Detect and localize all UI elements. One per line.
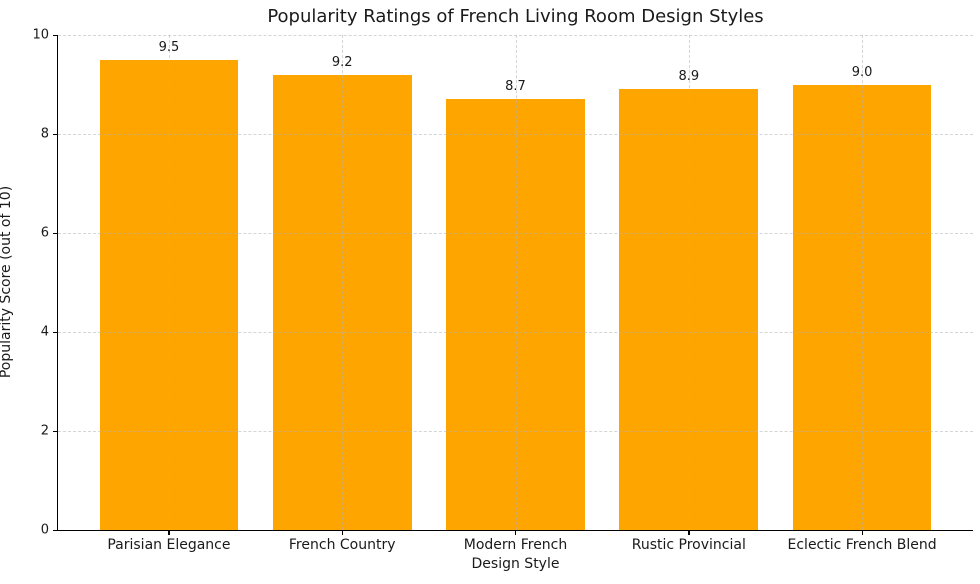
vertical-gridline xyxy=(862,35,864,530)
plot-area: 0 2 4 6 8 10 Parisian Elegance 9.5 French Countr… xyxy=(32,28,973,553)
x-tick-mark xyxy=(688,531,690,535)
x-tick-label: French Country xyxy=(288,537,396,553)
vertical-gridline xyxy=(515,35,517,530)
y-tick-mark xyxy=(53,529,57,531)
bar-value-label: 8.7 xyxy=(505,79,526,95)
y-tick-label: 4 xyxy=(40,324,49,340)
bar-value-label: 8.9 xyxy=(678,69,700,85)
y-tick-mark xyxy=(53,133,57,135)
y-tick-label: 6 xyxy=(40,225,49,241)
vertical-gridline xyxy=(168,35,170,530)
x-tick-mark xyxy=(168,531,170,535)
y-tick-label: 2 xyxy=(40,423,49,439)
y-tick-mark xyxy=(53,232,57,234)
bar-value-label: 9.2 xyxy=(331,54,353,70)
y-axis-spine xyxy=(57,35,59,530)
bar-value-label: 9.5 xyxy=(158,39,180,55)
x-axis-spine xyxy=(57,529,973,531)
bar-parisian-elegance xyxy=(99,59,239,530)
vertical-gridline xyxy=(688,35,690,530)
y-tick-mark xyxy=(53,430,57,432)
y-axis-label: Popularity Score (out of 10) xyxy=(0,185,14,379)
x-tick-label: Modern French xyxy=(463,537,568,553)
bar-modern-french xyxy=(446,99,585,530)
x-tick-mark xyxy=(861,531,863,535)
y-tick-label: 0 xyxy=(40,522,49,538)
y-tick-mark xyxy=(53,34,57,36)
bar-french-country xyxy=(272,74,412,530)
y-tick-mark xyxy=(53,331,57,333)
x-tick-label: Parisian Elegance xyxy=(107,537,231,553)
y-tick-label: 10 xyxy=(32,27,49,43)
bar-value-label: 9.0 xyxy=(851,64,873,80)
x-tick-label: Rustic Provincial xyxy=(631,537,746,553)
chart-title: Popularity Ratings of French Living Room… xyxy=(267,6,764,27)
x-axis-label: Design Style xyxy=(471,556,560,572)
x-tick-mark xyxy=(341,531,343,535)
x-tick-label: Eclectic French Blend xyxy=(787,537,937,553)
x-tick-mark xyxy=(515,531,517,535)
vertical-gridline xyxy=(342,35,344,530)
y-tick-label: 8 xyxy=(40,126,49,142)
